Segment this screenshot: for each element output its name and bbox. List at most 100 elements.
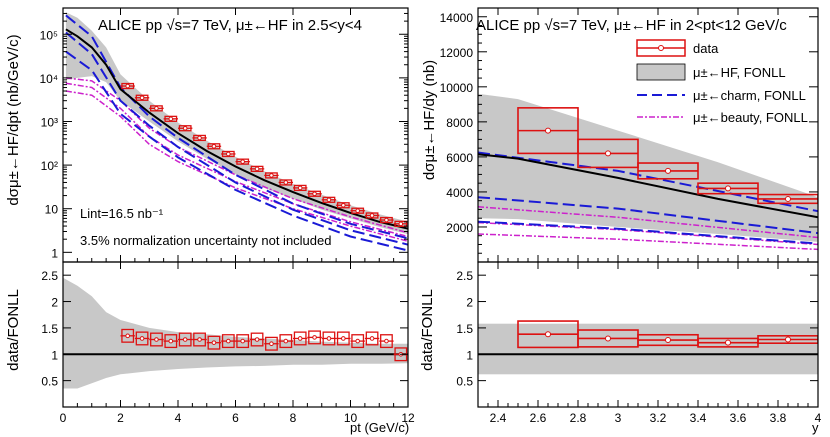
- left-ratio-point: [235, 334, 250, 349]
- left-ratio-point: [307, 330, 322, 345]
- right-bottom-x-tick-label: 4: [815, 411, 822, 425]
- right-bottom-x-tick-label: 3.6: [730, 411, 747, 425]
- left-data-marker: [182, 125, 188, 131]
- legend-label-data: data: [693, 41, 719, 56]
- left-bottom-x-tick-label: 2: [117, 411, 124, 425]
- right-data-bin: [637, 162, 699, 180]
- left-data-point: [120, 82, 135, 90]
- left-ratio-point: [192, 332, 207, 347]
- left-y-tick-label: 10³: [41, 115, 58, 129]
- left-data-marker: [254, 166, 260, 172]
- left-data-point: [278, 179, 293, 186]
- left-x-axis-label: pt (GeV/c): [350, 420, 409, 435]
- left-charm-curve-1: [65, 31, 408, 246]
- left-data-point: [221, 150, 236, 158]
- left-ratio-y-tick-label: 1.5: [41, 322, 58, 336]
- right-data-marker: [605, 150, 611, 157]
- left-data-marker: [384, 217, 389, 223]
- left-lint-label: Lint=16.5 nb⁻¹: [80, 206, 164, 221]
- left-ratio-point: [350, 334, 365, 349]
- left-ratio-y-tick-label: 2.5: [41, 269, 58, 283]
- left-ratio-point: [293, 331, 308, 346]
- left-ratio-y-tick-label: 0.5: [41, 375, 58, 389]
- left-ratio-point: [178, 332, 193, 347]
- right-beauty-curve-0: [478, 206, 818, 239]
- left-data-marker: [326, 197, 332, 203]
- right-y-tick-label: 14000: [440, 11, 474, 25]
- left-ratio-marker: [341, 336, 346, 341]
- left-data-marker: [283, 180, 289, 185]
- left-fonll-hf-band: [65, 12, 408, 235]
- left-bottom-x-tick-label: 4: [175, 411, 182, 425]
- left-ratio-marker: [369, 336, 375, 341]
- right-y-tick-label: 10000: [440, 81, 474, 95]
- left-data-point: [350, 207, 365, 214]
- left-ratio-marker: [269, 341, 274, 347]
- left-data-marker: [154, 106, 159, 111]
- left-ratio-point: [206, 335, 222, 350]
- legend: data μ±←HF, FONLL μ±←charm, FONLL μ±←bea…: [636, 39, 808, 125]
- left-bottom-x-tick-label: 8: [290, 411, 297, 425]
- panel-rb-content: [478, 320, 818, 375]
- left-data-point: [364, 212, 380, 219]
- left-data-point: [206, 143, 222, 150]
- right-y-tick-label: 4000: [446, 186, 473, 200]
- right-bottom-x-tick-label: 2.6: [530, 411, 547, 425]
- axis-frames: 0 2 4 6 8 10 12 2.4 2.6 2.8 3 3.2 3.4 3.6 3.8 411010²10…: [39, 7, 822, 425]
- right-ratio-marker: [785, 336, 791, 343]
- right-ratio-band: [478, 323, 818, 375]
- right-data-marker: [665, 167, 671, 174]
- right-ratio-y-tick-label: 2.5: [456, 269, 473, 283]
- right-data-bin: [757, 193, 818, 205]
- right-ratio-y-axis-label: data/FONLL: [419, 289, 436, 371]
- right-data-marker: [785, 195, 791, 202]
- left-data-point: [393, 220, 408, 227]
- left-data-marker: [312, 191, 317, 197]
- left-ratio-marker: [384, 338, 389, 344]
- left-data-point: [321, 196, 337, 203]
- right-ratio-marker: [725, 339, 731, 346]
- left-ratio-marker: [125, 333, 130, 339]
- left-bottom-x-tick-label: 12: [401, 411, 415, 425]
- left-ratio-point: [120, 328, 135, 343]
- right-y-tick-label: 12000: [440, 46, 474, 60]
- right-data-marker: [725, 185, 731, 192]
- right-data-bin: [517, 107, 579, 155]
- right-fonll-central-line: [478, 153, 818, 219]
- right-bottom-x-tick-label: 3.2: [650, 411, 667, 425]
- left-ratio-marker: [226, 338, 231, 344]
- left-y-tick-label: 10²: [41, 159, 58, 173]
- right-y-tick-label: 6000: [446, 151, 473, 165]
- left-ratio-point: [163, 334, 178, 349]
- left-fonll-central-line: [65, 28, 408, 230]
- left-title: ALICE pp √s=7 TeV, μ±←HF in 2.5<y<4: [98, 17, 362, 34]
- right-data-bin: [697, 182, 759, 195]
- left-data-marker: [226, 151, 231, 157]
- left-charm-curve-0: [65, 14, 408, 240]
- left-bottom-x-tick-label: 0: [60, 411, 67, 425]
- right-bottom-x-tick-label: 3.4: [690, 411, 707, 425]
- left-data-point: [163, 115, 178, 122]
- right-beauty-curve-2: [478, 233, 818, 251]
- left-ratio-band: [63, 277, 408, 389]
- right-x-axis-label: y: [812, 420, 819, 435]
- left-y-tick-label: 1: [51, 246, 58, 260]
- left-data-marker: [355, 208, 360, 214]
- legend-label-hf: μ±←HF, FONLL: [693, 65, 786, 80]
- right-ratio-point: [577, 329, 639, 348]
- left-data-point: [178, 125, 193, 132]
- left-data-point: [336, 202, 351, 209]
- right-ratio-marker: [665, 337, 671, 344]
- left-data-marker: [269, 173, 274, 178]
- left-ratio-point: [264, 336, 279, 351]
- left-y-tick-label: 10⁴: [39, 72, 58, 86]
- left-norm-note: 3.5% normalization uncertainty not inclu…: [80, 233, 331, 248]
- right-bottom-x-tick-label: 2.4: [490, 411, 507, 425]
- left-data-marker: [297, 185, 303, 191]
- right-bottom-x-tick-label: 3.8: [770, 411, 787, 425]
- right-ratio-y-tick-label: 1: [466, 348, 473, 362]
- left-data-marker: [197, 135, 202, 141]
- left-data-marker: [369, 213, 375, 218]
- legend-label-charm: μ±←charm, FONLL: [693, 88, 806, 103]
